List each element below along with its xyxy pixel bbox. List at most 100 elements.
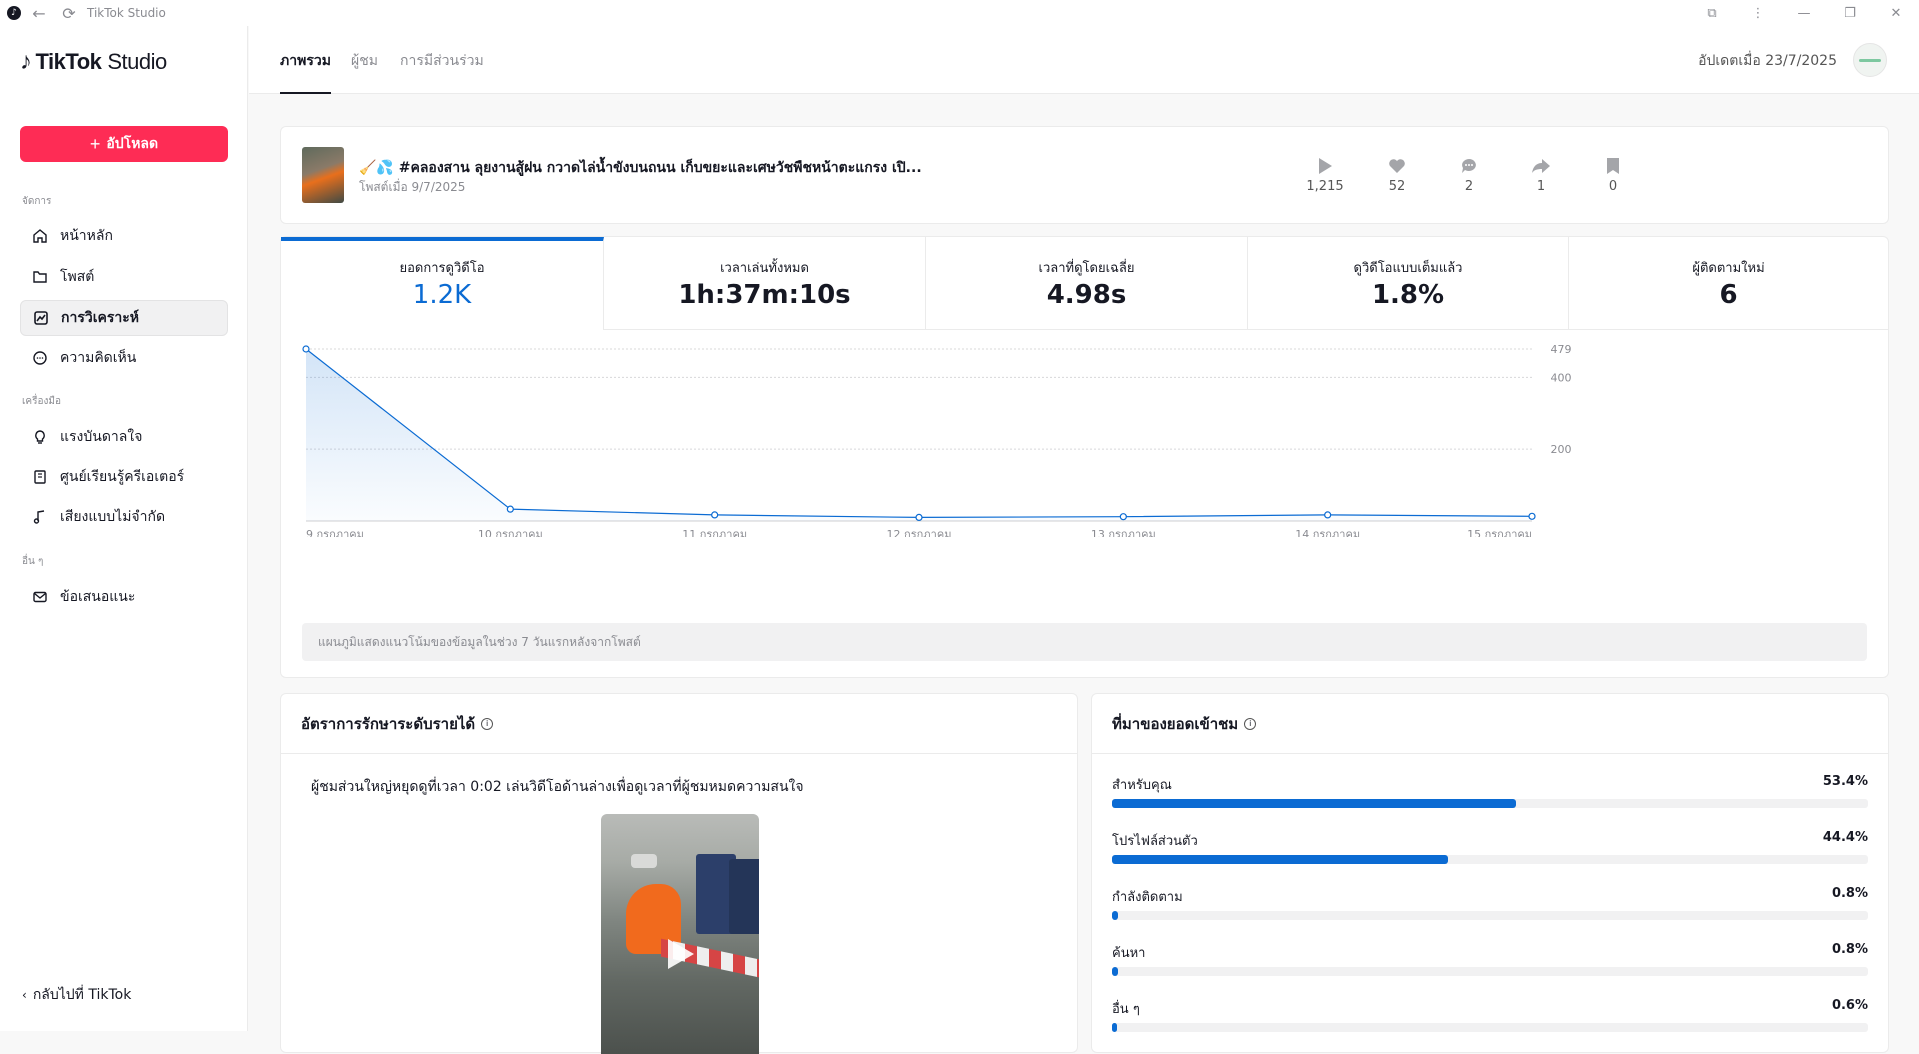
chart-note: แผนภูมิแสดงแนวโน้มของข้อมูลในช่วง 7 วันแ… — [302, 623, 1867, 661]
metric-label: เวลาเล่นทั้งหมด — [720, 261, 809, 276]
traffic-source-percent: 0.8% — [1831, 942, 1868, 957]
x-tick-label: 9 กรกฎาคม — [306, 528, 364, 537]
y-tick-label: 200 — [1551, 443, 1572, 456]
traffic-source-row: กำลังติดตาม 0.8% — [1112, 886, 1868, 920]
comment-icon — [1439, 155, 1499, 177]
traffic-source-name: อื่น ๆ — [1112, 1002, 1140, 1017]
sidebar-item-unlimited-sounds[interactable]: เสียงแบบไม่จำกัด — [20, 499, 228, 535]
stat-value: 1,215 — [1306, 179, 1344, 194]
stat-shares: 1 — [1511, 155, 1571, 194]
upload-button[interactable]: + อัปโหลด — [20, 126, 228, 162]
y-tick-label: 400 — [1551, 371, 1572, 384]
tab-audience[interactable]: ผู้ชม — [351, 53, 378, 69]
data-point[interactable] — [915, 513, 923, 522]
traffic-source-percent: 0.8% — [1831, 886, 1868, 901]
comment-icon — [32, 350, 48, 366]
sidebar-item-analytics[interactable]: การวิเคราะห์ — [20, 300, 228, 336]
data-point[interactable] — [1324, 511, 1332, 519]
metric-value: 1.8% — [1371, 280, 1445, 310]
brand-name: TikTok — [35, 49, 102, 74]
sidebar-item-feedback[interactable]: ข้อเสนอแนะ — [20, 579, 228, 615]
traffic-source-bar-track — [1112, 855, 1868, 864]
brand-suffix: Studio — [107, 49, 167, 74]
metric-value: 4.98s — [1046, 280, 1127, 310]
metric-label: ยอดการดูวิดีโอ — [399, 261, 485, 276]
folder-icon — [32, 269, 48, 285]
x-tick-label: 11 กรกฎาคม — [682, 528, 747, 537]
data-point[interactable] — [302, 345, 310, 353]
close-icon[interactable]: ✕ — [1890, 5, 1902, 21]
data-point[interactable] — [1119, 513, 1127, 521]
sidebar-item-label: ความคิดเห็น — [60, 350, 137, 366]
stat-comments: 2 — [1439, 155, 1499, 194]
upload-label: อัปโหลด — [106, 135, 159, 151]
metric-tab-new-followers[interactable]: ผู้ติดตามใหม่ 6 — [1569, 237, 1888, 330]
traffic-source-bar-track — [1112, 911, 1868, 920]
minimize-icon[interactable]: — — [1797, 5, 1811, 21]
home-icon — [32, 228, 48, 244]
back-arrow-icon[interactable]: ← — [32, 3, 46, 23]
post-date: โพสต์เมื่อ 9/7/2025 — [359, 180, 466, 194]
series-area — [306, 349, 1532, 521]
traffic-source-bar-fill — [1112, 1023, 1117, 1032]
back-to-tiktok-link[interactable]: ‹ กลับไปที่ TikTok — [22, 984, 131, 1006]
sidebar-item-comments[interactable]: ความคิดเห็น — [20, 340, 228, 376]
post-title[interactable]: 🧹💦 #คลองสาน ลุยงานสู้ฝน กวาดไล่น้ำขังบนถ… — [359, 160, 922, 176]
sidebar-item-label: การวิเคราะห์ — [61, 310, 139, 326]
restore-icon[interactable]: ❐ — [1844, 5, 1856, 21]
tiktok-logo-icon: ♪ — [7, 6, 21, 20]
data-point[interactable] — [506, 505, 514, 513]
top-bar: ภาพรวม ผู้ชม การมีส่วนร่วม อัปเดตเมื่อ 2… — [249, 26, 1919, 94]
metrics-card: ยอดการดูวิดีโอ 1.2K เวลาเล่นทั้งหมด 1h:3… — [280, 236, 1889, 678]
tiktok-note-icon: ♪ — [20, 48, 32, 75]
tab-overview[interactable]: ภาพรวม — [280, 50, 331, 94]
series-line — [305, 348, 1533, 519]
metric-tab-total-play-time[interactable]: เวลาเล่นทั้งหมด 1h:37m:10s — [604, 237, 926, 330]
sidebar-item-label: ศูนย์เรียนรู้ครีเอเตอร์ — [60, 469, 185, 485]
x-tick-label: 13 กรกฎาคม — [1091, 528, 1156, 537]
data-point[interactable] — [1528, 512, 1536, 520]
y-tick-label: 479 — [1551, 343, 1572, 356]
metric-tab-full-watch[interactable]: ดูวิดีโอแบบเต็มแล้ว 1.8% — [1248, 237, 1569, 330]
traffic-header: ที่มาของยอดเข้าชม i — [1092, 694, 1888, 754]
sidebar-item-label: เสียงแบบไม่จำกัด — [60, 509, 166, 525]
info-icon[interactable]: i — [481, 717, 494, 730]
sidebar-item-creator-academy[interactable]: ศูนย์เรียนรู้ครีเอเตอร์ — [20, 459, 228, 495]
info-icon[interactable]: i — [1244, 717, 1257, 730]
stat-likes: 52 — [1367, 155, 1427, 194]
chevron-left-icon: ‹ — [22, 988, 27, 1002]
tab-engagement[interactable]: การมีส่วนร่วม — [400, 53, 484, 69]
stat-views: 1,215 — [1295, 155, 1355, 194]
views-line-chart: 200 400 479 9 กรกฎาคม 10 กรกฎาคม 11 กรกฎาคม 12… — [302, 343, 1572, 537]
video-player-thumbnail[interactable] — [601, 814, 759, 1054]
sidebar-item-posts[interactable]: โพสต์ — [20, 259, 228, 295]
retention-header: อัตราการรักษาระดับรายได้ i — [281, 694, 1077, 754]
traffic-source-bar-fill — [1112, 799, 1516, 808]
post-thumbnail[interactable] — [302, 147, 344, 203]
metric-label: เวลาที่ดูโดยเฉลี่ย — [1038, 261, 1135, 276]
sidebar-item-home[interactable]: หน้าหลัก — [20, 218, 228, 254]
data-point[interactable] — [711, 511, 719, 519]
metric-value: 1h:37m:10s — [678, 280, 851, 310]
sidebar-item-label: โพสต์ — [60, 269, 95, 285]
traffic-title: ที่มาของยอดเข้าชม — [1112, 714, 1239, 733]
traffic-source-row: ค้นหา 0.8% — [1112, 942, 1868, 976]
metric-tab-views[interactable]: ยอดการดูวิดีโอ 1.2K — [281, 237, 604, 330]
metric-tab-avg-watch-time[interactable]: เวลาที่ดูโดยเฉลี่ย 4.98s — [926, 237, 1248, 330]
sidebar-item-label: ข้อเสนอแนะ — [60, 589, 136, 605]
traffic-source-name: สำหรับคุณ — [1112, 778, 1172, 793]
refresh-icon[interactable]: ⟳ — [62, 3, 76, 23]
mail-icon — [32, 589, 48, 605]
traffic-source-bar-track — [1112, 799, 1868, 808]
window-titlebar: ♪ ← ⟳ TikTok Studio ⧉ ⋮ — ❐ ✕ — [0, 0, 1919, 26]
traffic-source-row: โปรไฟล์ส่วนตัว 44.4% — [1112, 830, 1868, 864]
more-menu-icon[interactable]: ⋮ — [1751, 5, 1765, 21]
plus-icon: + — [89, 133, 101, 154]
extensions-icon[interactable]: ⧉ — [1707, 5, 1717, 21]
brand-logo[interactable]: ♪ TikTok Studio — [20, 48, 167, 76]
sidebar-item-inspiration[interactable]: แรงบันดาลใจ — [20, 419, 228, 455]
play-icon[interactable] — [668, 939, 694, 969]
avatar[interactable] — [1853, 43, 1887, 77]
window-title: TikTok Studio — [87, 6, 166, 20]
stat-saves: 0 — [1583, 155, 1643, 194]
